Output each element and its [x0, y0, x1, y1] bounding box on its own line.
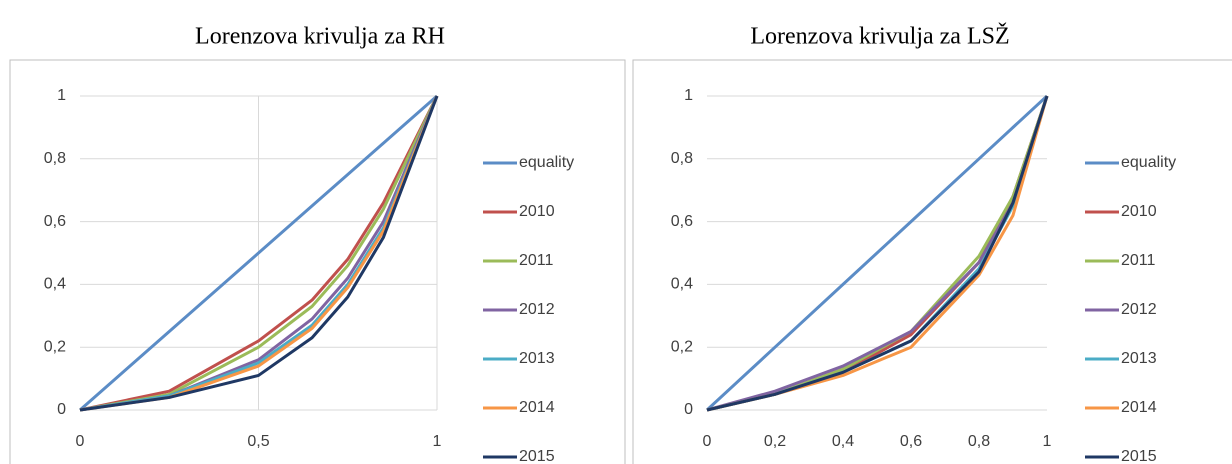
x-tick-label: 1 — [433, 433, 442, 450]
y-tick-label: 0,8 — [44, 150, 66, 167]
y-tick-label: 0,6 — [44, 213, 66, 230]
x-tick-label: 0,6 — [900, 433, 922, 450]
y-tick-label: 0 — [684, 401, 693, 418]
legend-label: 2011 — [1121, 252, 1156, 269]
x-tick-label: 0,4 — [832, 433, 854, 450]
y-tick-label: 0,4 — [671, 276, 693, 293]
legend-label: equality — [1121, 154, 1176, 171]
line-series — [79, 95, 439, 412]
line-series — [79, 94, 438, 412]
chart-frame — [632, 59, 1232, 464]
y-tick-label: 0,4 — [44, 276, 66, 293]
x-tick-label: 1 — [1043, 433, 1052, 450]
legend-label: 2012 — [519, 301, 555, 318]
y-tick-label: 0,8 — [671, 150, 693, 167]
x-tick-label: 0,5 — [247, 433, 269, 450]
line-series — [705, 94, 1049, 412]
chart-frame — [9, 59, 626, 464]
legend-label: 2012 — [1121, 301, 1157, 318]
legend-label: 2015 — [1121, 448, 1157, 464]
legend-label: 2015 — [519, 448, 555, 464]
x-tick-label: 0 — [703, 433, 712, 450]
x-tick-label: 0,2 — [764, 433, 786, 450]
y-tick-label: 0 — [57, 401, 66, 418]
line-series — [706, 95, 1049, 412]
y-tick-label: 0,6 — [671, 213, 693, 230]
chart-title: Lorenzova krivulja za RH — [195, 24, 445, 50]
legend-label: 2014 — [519, 399, 555, 416]
chart-title: Lorenzova krivulja za LSŽ — [750, 24, 1009, 50]
legend-label: equality — [519, 154, 574, 171]
legend-label: 2014 — [1121, 399, 1157, 416]
legend-label: 2013 — [519, 350, 555, 367]
legend-label: 2013 — [1121, 350, 1157, 367]
x-tick-label: 0,8 — [968, 433, 990, 450]
y-tick-label: 0,2 — [44, 338, 66, 355]
legend-label: 2010 — [1121, 203, 1157, 220]
y-tick-label: 0,2 — [671, 338, 693, 355]
line-series — [79, 95, 439, 412]
legend-label: 2011 — [519, 252, 554, 269]
y-tick-label: 1 — [57, 87, 66, 104]
legend-label: 2010 — [519, 203, 555, 220]
x-tick-label: 0 — [76, 433, 85, 450]
y-tick-label: 1 — [684, 87, 693, 104]
